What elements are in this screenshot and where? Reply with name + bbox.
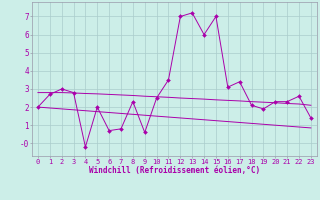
X-axis label: Windchill (Refroidissement éolien,°C): Windchill (Refroidissement éolien,°C) [89,166,260,175]
